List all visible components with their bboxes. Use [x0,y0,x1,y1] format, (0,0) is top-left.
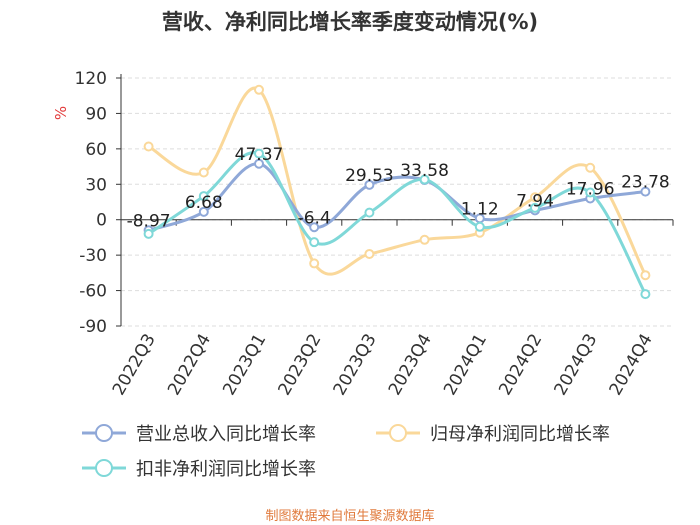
series-line [147,151,647,295]
legend-marker [95,459,113,477]
x-tick-label: 2024Q2 [495,331,546,399]
data-source-footer: 制图数据来自恒生聚源数据库 [265,509,435,524]
y-tick-label: -60 [79,282,107,302]
x-tick-label: 2023Q2 [274,331,325,399]
x-tick-label: 2024Q4 [606,331,657,399]
data-point [530,202,540,213]
x-tick-label: 2023Q3 [330,331,381,399]
data-label: 29.53 [345,166,394,186]
data-point [419,234,430,245]
legend-marker [95,424,113,442]
y-tick-label: 60 [85,140,107,160]
data-point [254,84,264,95]
y-axis-label: % [52,106,70,120]
x-tick-label: 2023Q4 [385,331,436,399]
data-point [364,179,375,190]
x-tick-label: 2022Q3 [109,331,160,399]
legend-label: 归母净利润同比增长率 [430,424,610,445]
data-point [640,270,651,281]
data-label: -8.97 [127,211,171,231]
data-label: 7.94 [516,191,554,211]
data-point [143,141,154,152]
data-point [309,222,320,233]
data-point [309,258,320,269]
y-tick-label: 120 [75,69,107,89]
data-point [254,148,264,159]
x-tick-label: 2022Q4 [164,331,215,399]
data-point [143,228,154,239]
data-point [640,186,651,197]
data-point [474,221,485,232]
data-point [364,207,375,218]
data-label: 6.68 [185,193,223,213]
data-label: -6.4 [298,208,331,228]
data-point [364,248,375,259]
data-label: 1.12 [461,199,499,219]
x-tick-label: 2023Q1 [219,331,270,399]
data-point [419,174,430,185]
y-tick-label: 90 [85,104,107,124]
x-tick-label: 2024Q1 [440,331,491,399]
data-point [198,191,209,202]
data-point [530,192,540,203]
data-point [198,206,209,217]
y-tick-label: 0 [96,211,107,231]
legend-label: 营业总收入同比增长率 [136,424,316,445]
data-point [640,289,651,300]
x-tick-label: 2024Q3 [550,331,601,399]
data-point [585,187,596,198]
data-label: 33.58 [400,161,449,181]
data-point [309,237,320,248]
data-point [585,162,596,173]
data-point [198,167,209,178]
chart-title: 营收、净利同比增长率季度变动情况(%) [161,10,539,34]
y-tick-label: -30 [79,246,107,266]
legend-marker [389,424,407,442]
data-label: 23.78 [621,173,670,193]
y-tick-label: 30 [85,175,107,195]
legend-label: 扣非净利润同比增长率 [136,459,316,480]
data-point [254,158,264,169]
data-label: 47.37 [235,145,284,165]
series-line [148,162,646,232]
y-tick-label: -90 [79,317,107,337]
data-label: 17.96 [566,180,615,200]
